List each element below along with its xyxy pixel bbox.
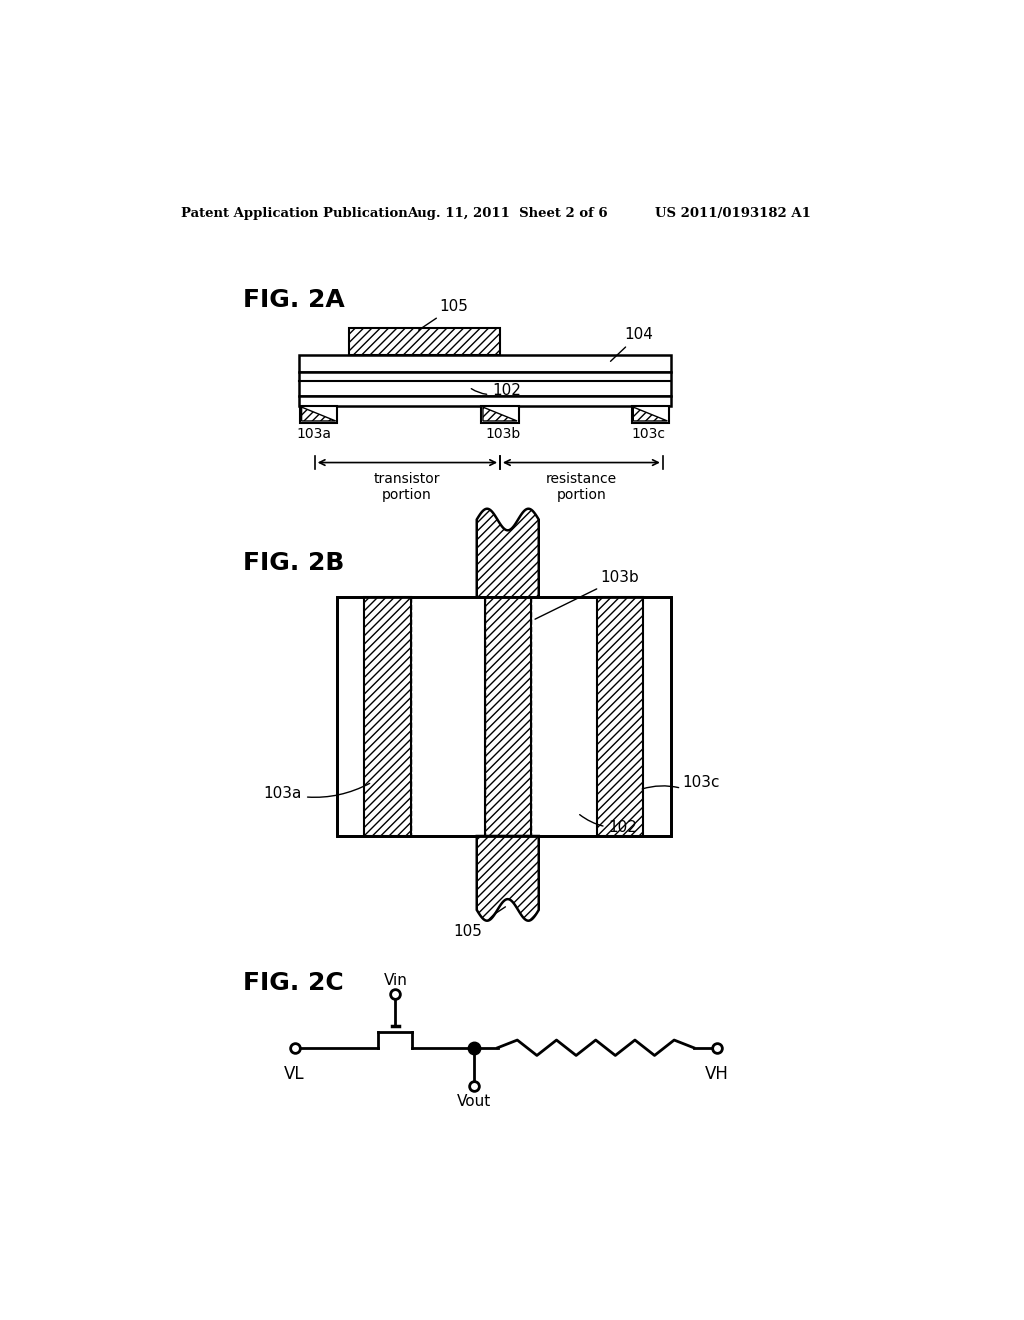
Text: 103a: 103a — [263, 783, 370, 800]
Text: 103c: 103c — [682, 775, 720, 789]
Text: 105: 105 — [419, 298, 468, 330]
Bar — [597, 597, 643, 836]
Text: 102: 102 — [580, 814, 637, 836]
Polygon shape — [477, 836, 539, 920]
Text: Aug. 11, 2011  Sheet 2 of 6: Aug. 11, 2011 Sheet 2 of 6 — [407, 207, 607, 220]
Bar — [300, 405, 337, 422]
Text: 103b: 103b — [485, 426, 520, 441]
Text: VL: VL — [285, 1065, 305, 1082]
Polygon shape — [302, 407, 336, 421]
Bar — [337, 597, 671, 836]
Text: FIG. 2A: FIG. 2A — [243, 288, 344, 312]
Polygon shape — [483, 407, 517, 421]
Text: 103c: 103c — [632, 426, 666, 441]
Text: transistor
portion: transistor portion — [374, 471, 440, 502]
Bar — [349, 327, 500, 355]
Polygon shape — [633, 407, 668, 421]
Bar — [299, 372, 671, 396]
Text: 105: 105 — [454, 907, 506, 939]
Polygon shape — [477, 508, 539, 597]
Text: Vout: Vout — [458, 1094, 492, 1109]
Bar — [481, 405, 518, 422]
Bar — [365, 597, 411, 836]
Text: FIG. 2B: FIG. 2B — [243, 552, 344, 576]
Text: 103b: 103b — [536, 570, 640, 619]
Text: Vin: Vin — [383, 973, 408, 987]
Text: 103a: 103a — [296, 426, 331, 441]
Bar — [632, 405, 669, 422]
Text: Patent Application Publication: Patent Application Publication — [180, 207, 408, 220]
Bar — [484, 597, 531, 836]
Bar — [299, 355, 671, 372]
Text: 102: 102 — [471, 383, 521, 397]
Bar — [299, 396, 671, 405]
Text: FIG. 2C: FIG. 2C — [243, 970, 343, 995]
Text: VH: VH — [706, 1065, 729, 1082]
Text: 104: 104 — [610, 327, 653, 362]
Text: resistance
portion: resistance portion — [546, 471, 616, 502]
Text: US 2011/0193182 A1: US 2011/0193182 A1 — [655, 207, 811, 220]
Bar — [337, 597, 671, 836]
